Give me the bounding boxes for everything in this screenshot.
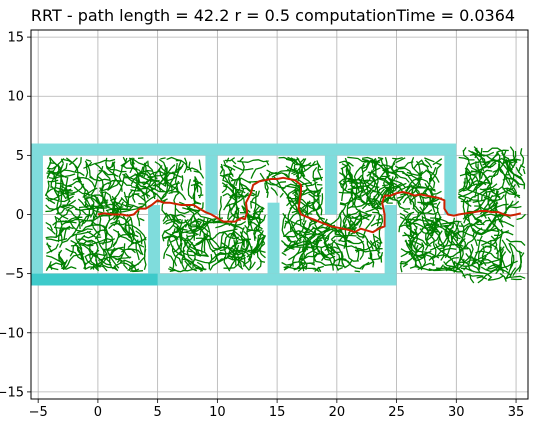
y-tick-label: −15 (0, 385, 24, 400)
path-layer (97, 176, 522, 234)
y-tick-label: 15 (7, 31, 24, 46)
wall-segment (31, 143, 457, 156)
y-tick-label: −5 (5, 267, 24, 282)
wall-segment (31, 273, 397, 286)
x-tick-label: 0 (94, 405, 102, 420)
wall-segment (205, 155, 218, 215)
obstacle-walls (31, 143, 457, 286)
chart-title: RRT - path length = 42.2 r = 0.5 computa… (31, 6, 515, 25)
rrt-tree (44, 146, 526, 284)
x-tick-label: 5 (153, 405, 161, 420)
y-tick-label: 10 (7, 90, 24, 105)
x-tick-label: 10 (209, 405, 226, 420)
x-tick-label: 15 (269, 405, 286, 420)
y-axis-ticks: 15 10 5 0 −5 −10 −15 (0, 31, 31, 400)
y-tick-label: 0 (16, 208, 24, 223)
x-tick-label: 25 (388, 405, 405, 420)
wall-segment (444, 155, 457, 215)
y-tick-label: −10 (0, 326, 24, 341)
wall-segment (384, 205, 397, 274)
x-tick-label: 35 (508, 405, 525, 420)
tree-branches (44, 146, 526, 284)
wall-segment (324, 155, 337, 215)
x-tick-label: −5 (29, 405, 48, 420)
wall-segment (31, 143, 43, 286)
x-tick-label: 20 (329, 405, 346, 420)
y-tick-label: 5 (16, 149, 24, 164)
x-axis-ticks: −5 0 5 10 15 20 25 30 35 (29, 399, 525, 420)
wall-segment-dark (31, 273, 158, 286)
wall-segment (148, 205, 161, 274)
path-line (97, 176, 522, 234)
wall-segment (267, 202, 280, 274)
x-tick-label: 30 (448, 405, 465, 420)
